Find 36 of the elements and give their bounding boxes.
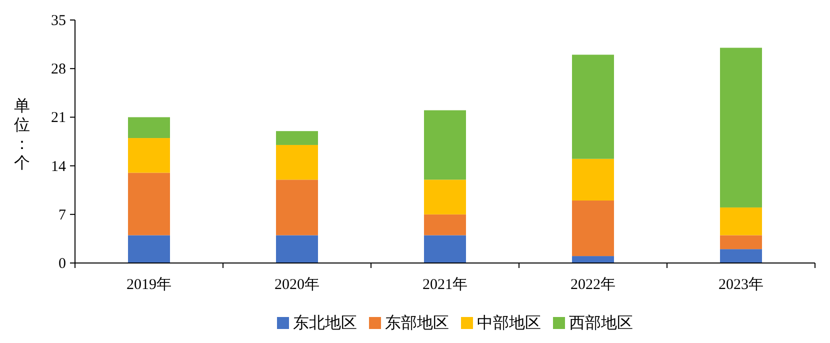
bar — [276, 235, 318, 263]
x-tick-label: 2022年 — [570, 276, 616, 293]
x-tick-label: 2023年 — [718, 276, 764, 293]
x-tick-label: 2020年 — [274, 276, 320, 293]
y-axis-title: 单位：个 — [14, 97, 30, 172]
legend-label: 东北地区 — [293, 314, 357, 332]
x-tick-label: 2019年 — [126, 276, 172, 293]
bar — [128, 172, 170, 236]
bar — [424, 235, 466, 263]
y-tick-label: 28 — [51, 62, 66, 78]
y-tick-label: 0 — [58, 256, 66, 272]
bar — [720, 207, 762, 236]
bar — [128, 235, 170, 263]
bar — [572, 158, 614, 201]
y-tick-label: 21 — [51, 110, 66, 126]
y-tick-label: 7 — [58, 207, 66, 224]
bar — [276, 144, 318, 180]
bar — [424, 180, 466, 214]
bar — [276, 131, 318, 145]
y-tick-label: 14 — [51, 158, 66, 175]
bar — [424, 110, 466, 180]
bar — [720, 235, 762, 250]
x-tick-label: 2021年 — [422, 276, 468, 293]
bar — [424, 214, 466, 236]
bar — [720, 249, 762, 263]
bar — [720, 48, 762, 208]
bar — [572, 200, 614, 256]
legend-label: 西部地区 — [569, 314, 633, 332]
bar — [572, 54, 614, 159]
legend-label: 东部地区 — [385, 314, 449, 332]
bar — [128, 117, 170, 138]
bar — [276, 180, 318, 236]
y-tick-label: 35 — [51, 13, 66, 29]
bar — [572, 256, 614, 263]
legend-label: 中部地区 — [477, 314, 541, 332]
bar — [128, 138, 170, 173]
